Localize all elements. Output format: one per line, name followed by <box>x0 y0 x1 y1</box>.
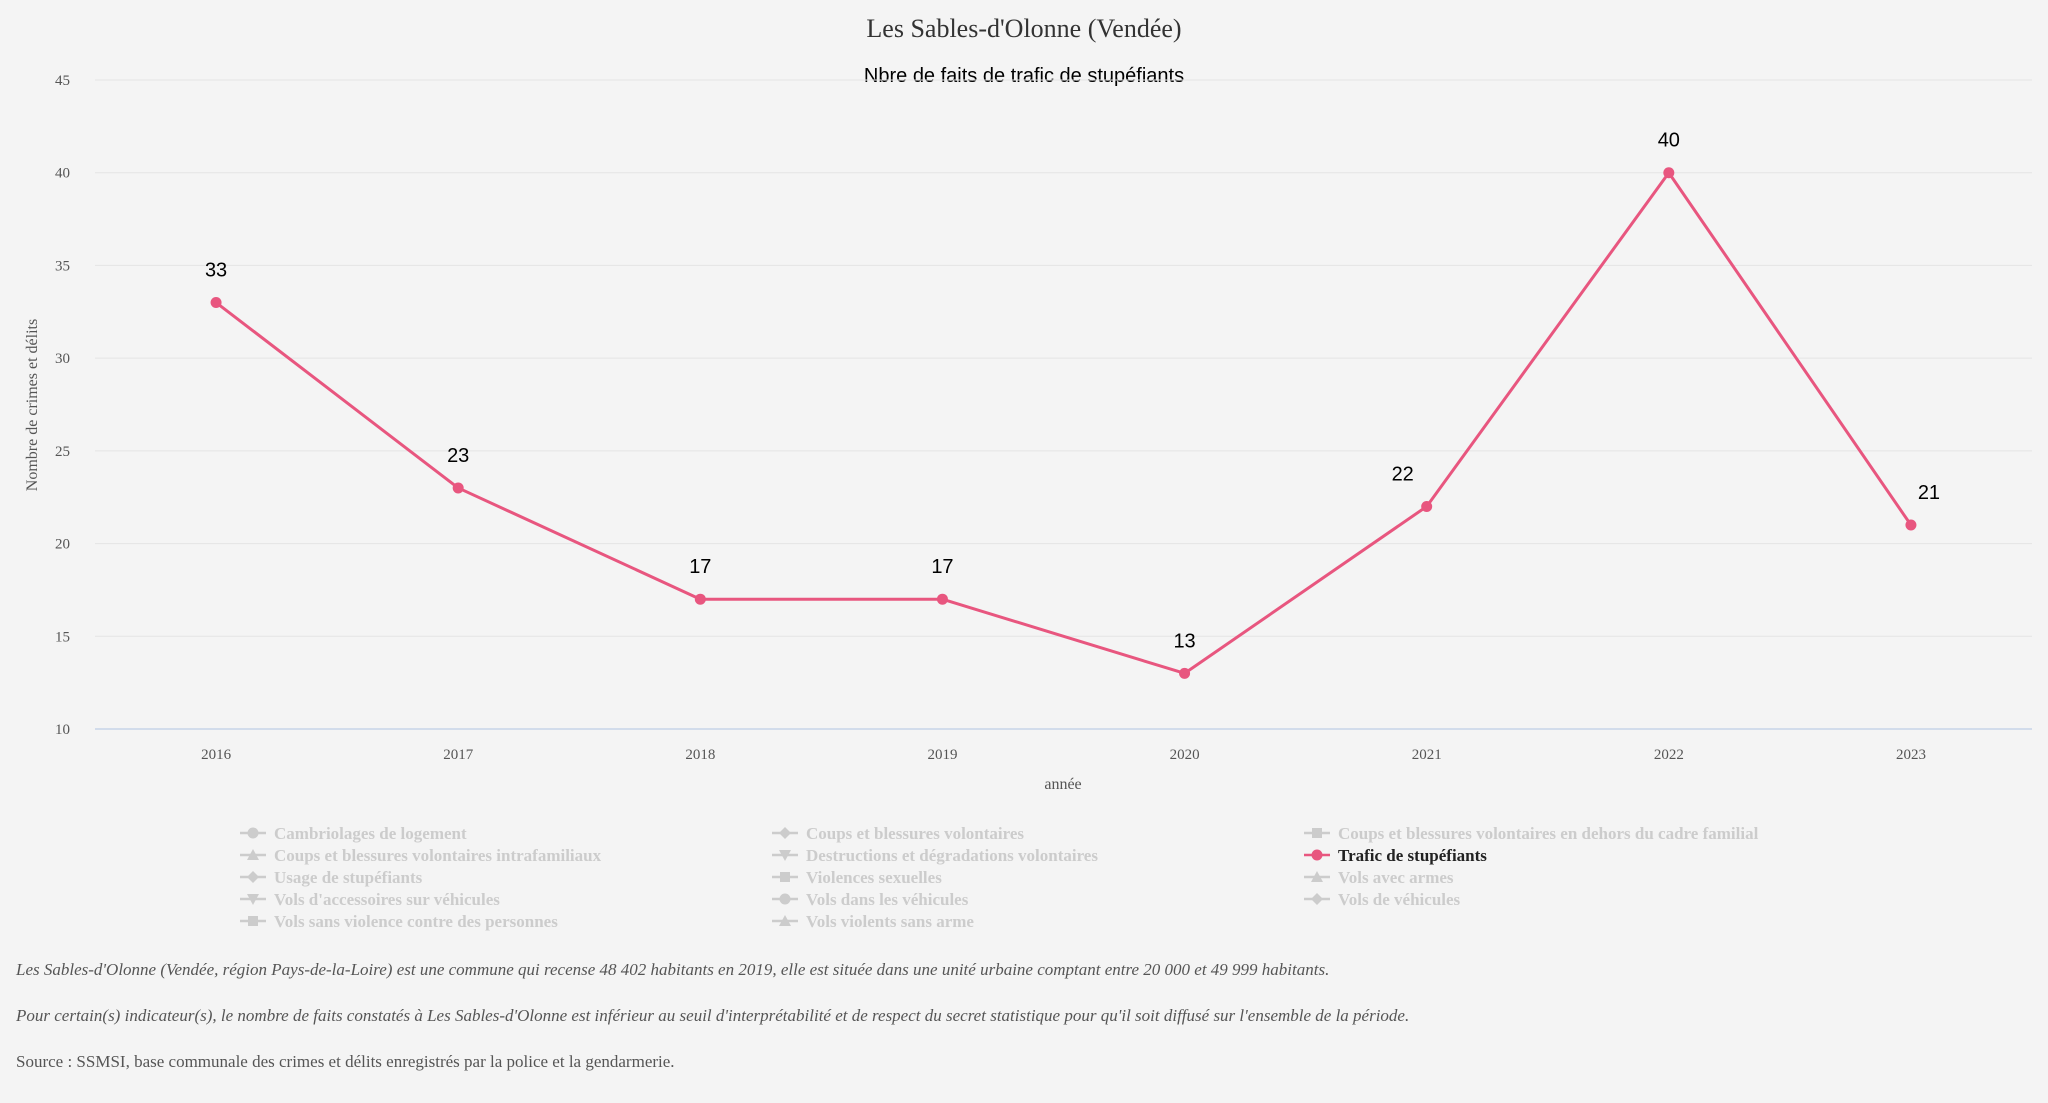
data-point[interactable] <box>936 593 948 605</box>
legend-triangle-down-icon <box>247 894 259 905</box>
legend-label: Vols violents sans arme <box>806 912 974 931</box>
legend-label: Vols d'accessoires sur véhicules <box>274 890 500 909</box>
legend: Cambriolages de logement Coups et blessur… <box>240 824 1759 931</box>
chart-title: Les Sables-d'Olonne (Vendée) <box>866 14 1181 43</box>
legend-label: Coups et blessures volontaires intrafami… <box>274 846 602 865</box>
data-point[interactable] <box>1179 667 1191 679</box>
data-label: 22 <box>1392 463 1414 485</box>
x-tick-label: 2021 <box>1412 747 1442 763</box>
legend-item[interactable]: Coups et blessures volontaires intrafami… <box>240 846 602 865</box>
legend-item[interactable]: Trafic de stupéfiants <box>1304 846 1487 865</box>
legend-label: Destructions et dégradations volontaires <box>806 846 1098 865</box>
legend-square-icon <box>1312 828 1322 838</box>
threshold-note: Pour certain(s) indicateur(s), le nombre… <box>16 1006 1410 1025</box>
y-tick-label: 30 <box>55 351 70 367</box>
data-point[interactable] <box>210 297 222 309</box>
x-tick-label: 2022 <box>1654 747 1684 763</box>
legend-label: Coups et blessures volontaires <box>806 824 1024 843</box>
legend-triangle-icon <box>1311 871 1323 882</box>
legend-circle-icon <box>247 827 259 839</box>
commune-description: Les Sables-d'Olonne (Vendée, région Pays… <box>16 960 1330 979</box>
y-tick-label: 20 <box>55 537 70 553</box>
legend-diamond-icon <box>1311 893 1323 905</box>
legend-label: Coups et blessures volontaires en dehors… <box>1338 824 1759 843</box>
y-axis-ticks: 10 15 20 25 30 35 40 45 <box>55 73 70 738</box>
legend-item[interactable]: Destructions et dégradations volontaires <box>772 846 1098 865</box>
legend-square-icon <box>248 916 258 926</box>
data-point[interactable] <box>1663 167 1675 179</box>
y-tick-label: 35 <box>55 258 70 274</box>
y-tick-label: 45 <box>55 73 70 89</box>
legend-label: Cambriolages de logement <box>274 824 467 843</box>
y-tick-label: 25 <box>55 444 70 460</box>
legend-label: Trafic de stupéfiants <box>1338 846 1487 865</box>
legend-item[interactable]: Vols d'accessoires sur véhicules <box>240 890 500 909</box>
data-point[interactable] <box>452 482 464 494</box>
x-tick-label: 2016 <box>201 747 232 763</box>
legend-diamond-icon <box>247 871 259 883</box>
series-line <box>215 171 1913 675</box>
source-note: Source : SSMSI, base communale des crime… <box>16 1052 675 1071</box>
chart-subtitle: Nbre de faits de trafic de stupéfiants <box>864 65 1184 87</box>
y-tick-label: 15 <box>55 629 70 645</box>
legend-triangle-icon <box>247 849 259 860</box>
data-point[interactable] <box>1905 519 1917 531</box>
x-axis-title: année <box>1044 776 1081 793</box>
line-chart: Les Sables-d'Olonne (Vendée) Nbre de fai… <box>24 14 2032 931</box>
x-axis-ticks: 2016 2017 2018 2019 2020 2021 2022 2023 <box>201 747 1926 763</box>
legend-circle-icon <box>779 893 791 905</box>
x-tick-label: 2017 <box>443 747 474 763</box>
legend-item[interactable]: Vols dans les véhicules <box>772 890 969 909</box>
legend-item[interactable]: Vols violents sans arme <box>772 912 974 931</box>
data-label: 23 <box>447 445 469 467</box>
legend-triangle-down-icon <box>779 850 791 861</box>
legend-label: Vols avec armes <box>1338 868 1454 887</box>
data-label: 13 <box>1173 630 1195 652</box>
legend-item[interactable]: Coups et blessures volontaires <box>772 824 1024 843</box>
legend-label: Vols de véhicules <box>1338 890 1461 909</box>
legend-square-icon <box>780 872 790 882</box>
x-tick-label: 2019 <box>927 747 957 763</box>
legend-label: Usage de stupéfiants <box>274 868 423 887</box>
legend-triangle-icon <box>779 915 791 926</box>
legend-item[interactable]: Violences sexuelles <box>772 868 942 887</box>
legend-label: Vols dans les véhicules <box>806 890 969 909</box>
gridlines <box>95 79 2032 730</box>
legend-item[interactable]: Coups et blessures volontaires en dehors… <box>1304 824 1759 843</box>
series-layer: 33 23 17 17 13 22 40 21 <box>205 130 1940 679</box>
data-label: 40 <box>1658 130 1680 152</box>
legend-item[interactable]: Vols de véhicules <box>1304 890 1461 909</box>
data-point[interactable] <box>694 593 706 605</box>
y-tick-label: 10 <box>55 722 70 738</box>
x-tick-label: 2023 <box>1896 747 1926 763</box>
data-point[interactable] <box>1421 500 1433 512</box>
legend-item[interactable]: Vols avec armes <box>1304 868 1454 887</box>
data-label: 17 <box>931 556 953 578</box>
y-tick-label: 40 <box>55 166 70 182</box>
data-label: 17 <box>689 556 711 578</box>
chart-notes: Les Sables-d'Olonne (Vendée, région Pays… <box>16 960 2016 1098</box>
x-tick-label: 2020 <box>1170 747 1200 763</box>
legend-diamond-icon <box>779 827 791 839</box>
legend-item[interactable]: Cambriolages de logement <box>240 824 467 843</box>
legend-label: Vols sans violence contre des personnes <box>274 912 558 931</box>
data-label: 21 <box>1918 482 1940 504</box>
legend-item[interactable]: Usage de stupéfiants <box>240 868 423 887</box>
legend-circle-icon <box>1311 849 1323 861</box>
y-axis-title: Nombre de crimes et délits <box>24 319 41 491</box>
legend-label: Violences sexuelles <box>806 868 942 887</box>
x-tick-label: 2018 <box>685 747 715 763</box>
legend-item[interactable]: Vols sans violence contre des personnes <box>240 912 558 931</box>
data-label: 33 <box>205 260 227 282</box>
